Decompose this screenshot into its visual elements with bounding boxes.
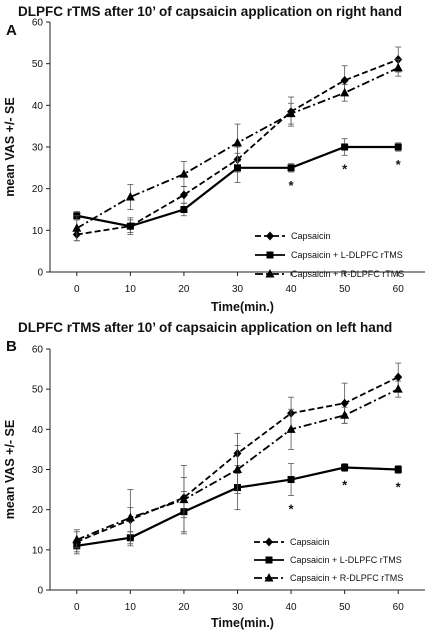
significance-star: * (342, 478, 348, 493)
line-chart-b: 0 10 20 30 40 50 60 0 10 20 30 40 50 60 Time(min.) mean… (3, 345, 425, 630)
chart-title: DLPFC rTMS after 10’ of capsaicin applic… (18, 320, 393, 335)
data-point (234, 164, 241, 172)
data-point (179, 494, 189, 504)
data-point (287, 164, 295, 172)
significance-star: * (289, 502, 295, 517)
data-point (180, 206, 188, 213)
x-tick-label: 50 (339, 602, 351, 613)
data-point (341, 463, 349, 471)
data-point (233, 464, 242, 473)
data-point (179, 190, 188, 200)
data-point (394, 143, 402, 151)
y-tick-label: 0 (37, 268, 43, 279)
legend-swatch-marker (265, 269, 275, 278)
y-tick-label: 50 (32, 385, 44, 396)
data-point (233, 137, 242, 147)
x-tick-label: 0 (74, 602, 80, 613)
y-axis-title: mean VAS +/- SE (3, 420, 17, 519)
x-tick-label: 50 (339, 284, 351, 295)
y-tick-label: 10 (32, 226, 44, 237)
series-2 (73, 138, 402, 233)
x-tick-label: 60 (393, 602, 405, 613)
legend-swatch-marker (266, 231, 274, 241)
x-tick-label: 30 (232, 602, 244, 613)
x-tick-label: 60 (393, 284, 405, 295)
x-axis-title: Time(min.) (211, 616, 274, 630)
x-tick-label: 40 (286, 602, 298, 613)
x-tick-label: 30 (232, 284, 244, 295)
y-tick-label: 0 (37, 586, 43, 597)
chart-panel-a: DLPFC rTMS after 10’ of capsaicin applic… (3, 4, 425, 314)
y-tick-label: 20 (32, 505, 44, 516)
data-point (340, 87, 350, 97)
line-chart-a: 0 10 20 30 40 50 60 0 10 20 30 40 50 60 Time(min.) mean… (3, 18, 425, 314)
data-point (179, 169, 189, 178)
x-tick-label: 10 (125, 602, 137, 613)
data-point (394, 372, 403, 382)
data-point (340, 75, 349, 85)
series-3 (72, 59, 403, 242)
data-point (394, 466, 402, 473)
data-point (393, 384, 403, 393)
x-tick-label: 0 (74, 284, 80, 295)
data-point (286, 424, 296, 433)
legend-swatch-marker (264, 573, 274, 582)
data-point (393, 62, 403, 72)
legend-label: Capsaicin + L-DLPFC rTMS (291, 250, 403, 260)
y-tick-label: 50 (32, 59, 44, 70)
data-point (125, 512, 135, 522)
y-tick-label: 20 (32, 184, 44, 195)
data-point (286, 108, 296, 118)
y-tick-label: 60 (32, 345, 44, 356)
y-tick-label: 10 (32, 545, 44, 556)
legend-swatch-marker (266, 251, 274, 259)
data-point (125, 192, 135, 201)
data-point (72, 534, 82, 544)
legend-label: Capsaicin + L-DLPFC rTMS (290, 555, 402, 565)
legend-label: Capsaicin (290, 537, 330, 547)
x-tick-label: 20 (178, 602, 190, 613)
x-tick-label: 20 (178, 284, 190, 295)
y-tick-label: 30 (32, 465, 44, 476)
legend-label: Capsaicin + R-DLPFC rTMS (291, 269, 404, 279)
legend-label: Capsaicin (291, 231, 331, 241)
panel-label: B (6, 338, 17, 355)
y-tick-label: 40 (32, 425, 44, 436)
x-tick-label: 40 (286, 284, 298, 295)
data-point (340, 398, 349, 408)
legend: Capsaicin Capsaicin + L-DLPFC rTMS Capsaic… (255, 231, 404, 279)
significance-star: * (342, 161, 348, 176)
significance-star: * (396, 157, 402, 172)
chart-title: DLPFC rTMS after 10’ of capsaicin applic… (18, 4, 403, 19)
y-tick-label: 40 (32, 101, 44, 112)
series-3 (72, 380, 403, 549)
significance-star: * (289, 178, 295, 193)
legend-label: Capsaicin + R-DLPFC rTMS (290, 573, 403, 583)
data-point (287, 476, 295, 484)
y-axis-title: mean VAS +/- SE (3, 97, 17, 196)
data-point (126, 222, 134, 230)
significance-star: * (396, 480, 402, 495)
data-point (72, 223, 82, 232)
legend: Capsaicin Capsaicin + L-DLPFC rTMS Capsaic… (254, 537, 403, 583)
x-tick-label: 10 (125, 284, 137, 295)
data-point (341, 143, 349, 151)
panel-label: A (6, 22, 17, 39)
y-tick-label: 30 (32, 143, 44, 154)
data-point (340, 410, 350, 419)
chart-panel-b: DLPFC rTMS after 10’ of capsaicin applic… (0, 316, 432, 631)
legend-swatch-marker (265, 556, 273, 564)
x-axis-title: Time(min.) (211, 300, 274, 314)
y-tick-label: 60 (32, 18, 44, 29)
legend-swatch-marker (265, 537, 273, 547)
